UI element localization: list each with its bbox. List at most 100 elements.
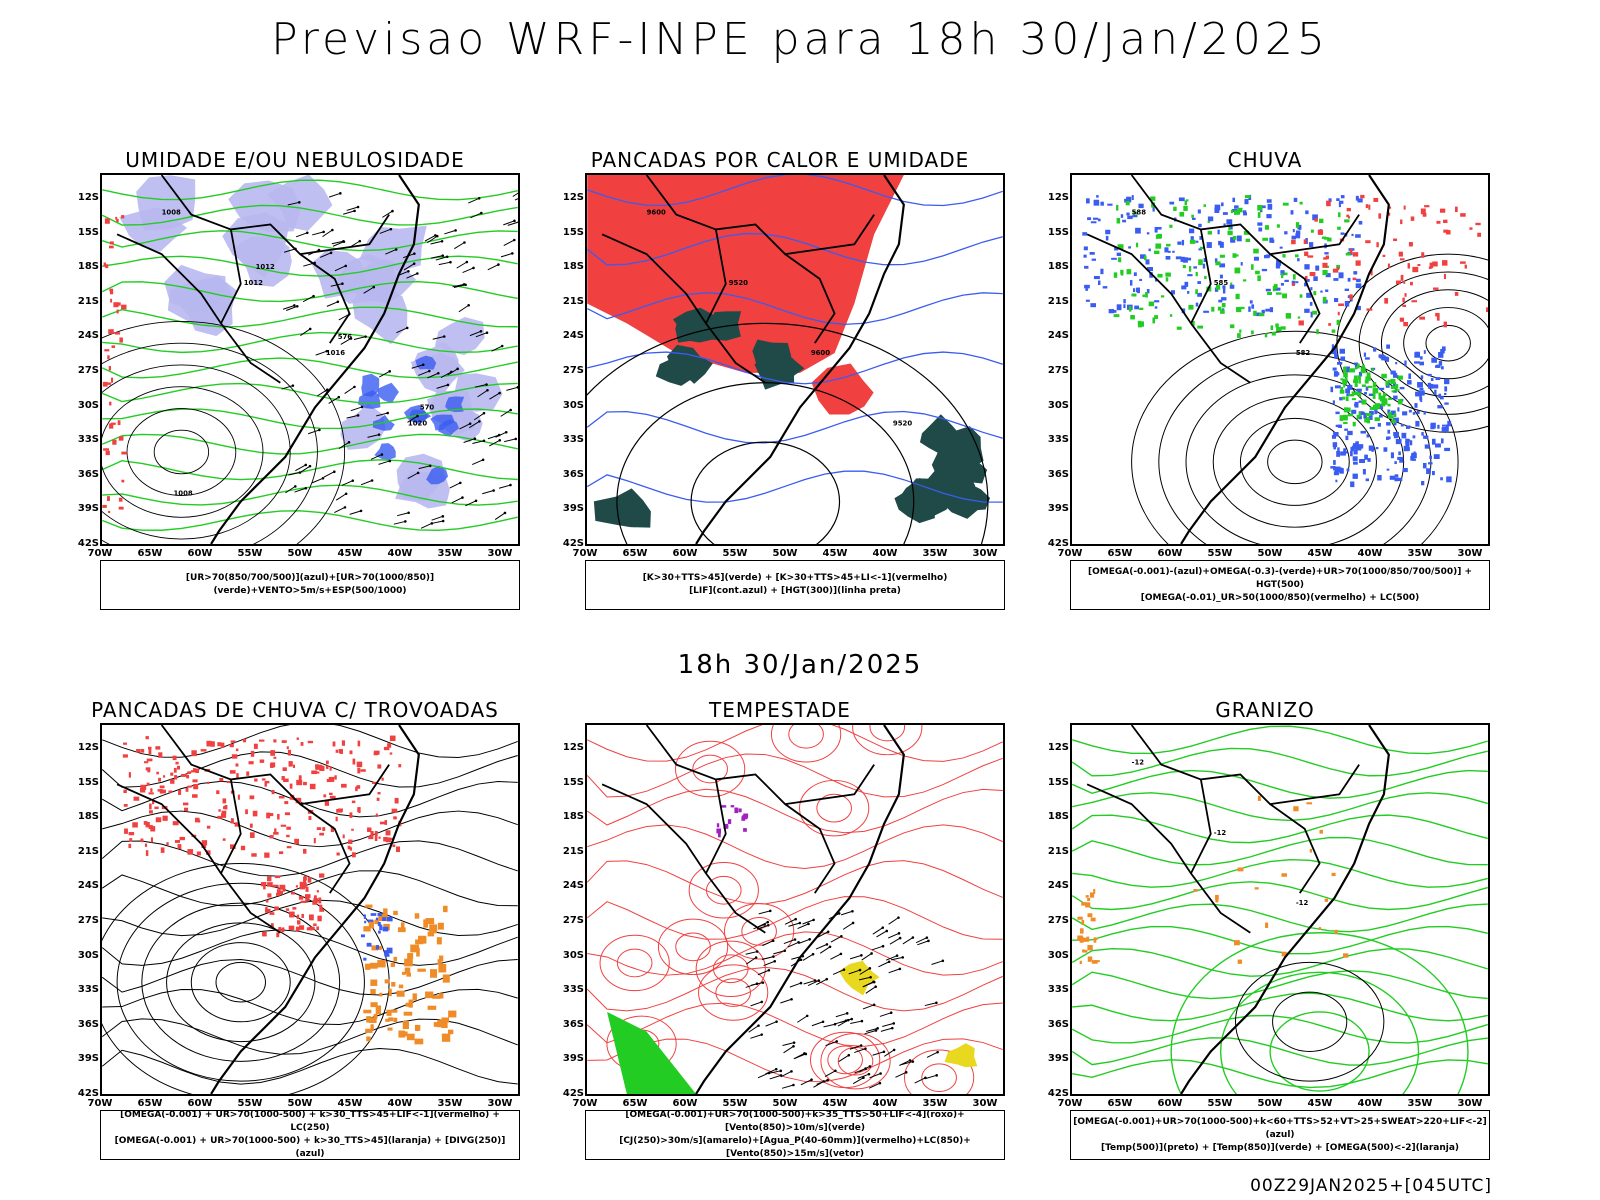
omega-area [1265, 254, 1271, 258]
wind-vector [456, 367, 459, 371]
storm-area [264, 908, 271, 913]
temp850-contour [1072, 1014, 1488, 1044]
omega-area [1127, 215, 1133, 220]
wind-vector [790, 997, 793, 1001]
wind-vector [745, 983, 758, 988]
omega-area [1134, 305, 1139, 310]
omega-area [1261, 205, 1266, 209]
wind-vector [835, 1040, 838, 1043]
omega-area [1346, 468, 1350, 472]
omega-area [1232, 197, 1236, 203]
humid-ascent-area [1349, 248, 1353, 254]
lat-label: 12S [562, 192, 584, 203]
storm-area [265, 899, 269, 903]
thickness-contour [118, 436, 124, 441]
storm-area [375, 813, 378, 817]
omega-area [1295, 230, 1301, 235]
thickness-contour [109, 401, 112, 406]
humid-ascent-area [1421, 252, 1425, 258]
wind-vector [307, 429, 320, 435]
wind-vector [771, 939, 775, 942]
temp850-contour [1072, 947, 1488, 977]
omega-strong-area [1295, 222, 1300, 228]
storm-area [286, 846, 292, 849]
omega-strong-area [1364, 380, 1369, 384]
humid-ascent-area [1422, 212, 1427, 217]
wind-vector [441, 519, 445, 523]
omega-strong-area [1342, 378, 1348, 385]
wind-vector [485, 383, 488, 386]
storm-area [317, 915, 322, 922]
wind-vector [299, 465, 311, 474]
humid-ascent-area [1365, 240, 1371, 244]
wind-vector [860, 954, 863, 957]
wind-vector [312, 294, 315, 298]
thickness-contour [118, 506, 124, 510]
omega-area [1383, 447, 1388, 452]
wind-vector [788, 922, 800, 927]
storm-area [356, 761, 363, 768]
omega-area [1165, 255, 1171, 260]
storm-area [224, 805, 228, 810]
streamline-contour [102, 988, 518, 1025]
precipitable-water-contour [695, 940, 766, 997]
wind-vector [326, 301, 339, 307]
storm-area [262, 931, 267, 937]
omega-strong-area [1215, 261, 1221, 266]
map-trovoadas[interactable] [100, 723, 520, 1096]
map-chuva[interactable]: 588 585 582 [1070, 173, 1490, 546]
thickness-contour [105, 450, 110, 456]
lat-label: 15S [562, 226, 584, 238]
convection-area [387, 1027, 393, 1031]
wind-vector [308, 327, 312, 331]
convection-area [408, 999, 413, 1008]
wind-vector [872, 1051, 885, 1056]
omega-area [1397, 407, 1400, 412]
wind-vector [846, 1018, 850, 1022]
omega-area [1333, 460, 1336, 465]
wind-vector [461, 496, 464, 499]
map-granizo[interactable]: -12 -12 -12 [1070, 723, 1490, 1096]
omega-area [1090, 303, 1097, 308]
omega-strong-area [1362, 364, 1365, 369]
wind-vector [514, 198, 518, 201]
storm-area [315, 766, 320, 770]
wind-vector [783, 1045, 794, 1054]
omega-area [1395, 362, 1398, 365]
humid-ascent-area [1404, 293, 1407, 297]
lon-label: 35W [922, 1098, 948, 1109]
lat-label: 21S [1047, 295, 1069, 307]
storm-area [201, 840, 208, 846]
storm-area [200, 749, 207, 752]
omega-strong-area [1388, 397, 1392, 400]
wind-vector [802, 953, 814, 961]
omega-area [1085, 299, 1090, 302]
storm-area [237, 794, 240, 800]
pressure-contour [102, 364, 291, 540]
wind-vector [482, 439, 486, 443]
omega-area [1222, 285, 1226, 289]
humid-ascent-area [1424, 205, 1430, 208]
omega-area [1390, 452, 1394, 459]
storm-area [230, 740, 236, 743]
omega-area [1346, 393, 1350, 397]
wind-vector [862, 1076, 865, 1079]
map-umidade[interactable]: 1008 1012 1016 1020 1008 1012 576 570 [100, 173, 520, 546]
humidity-upper-area [377, 382, 399, 404]
wind-vector [879, 1012, 892, 1017]
storm-area [122, 754, 128, 758]
omega500-area [1193, 889, 1198, 892]
omega-area [1295, 281, 1299, 284]
storm-area [146, 758, 153, 762]
wind-vector [745, 951, 758, 955]
humid-ascent-area [1395, 280, 1402, 285]
map-tempestade[interactable] [585, 723, 1005, 1096]
wind-vector [881, 944, 885, 948]
omega-area [1440, 477, 1443, 481]
omega-area [1133, 272, 1137, 276]
legend-line: [Temp(500)](preto) + [Temp(850)](verde) … [1100, 1142, 1460, 1153]
omega-area [1226, 219, 1233, 225]
map-pancadas-calor[interactable]: 9600 9520 9600 9520 [585, 173, 1005, 546]
wind-vector [451, 497, 463, 504]
omega500-area [1081, 902, 1087, 906]
